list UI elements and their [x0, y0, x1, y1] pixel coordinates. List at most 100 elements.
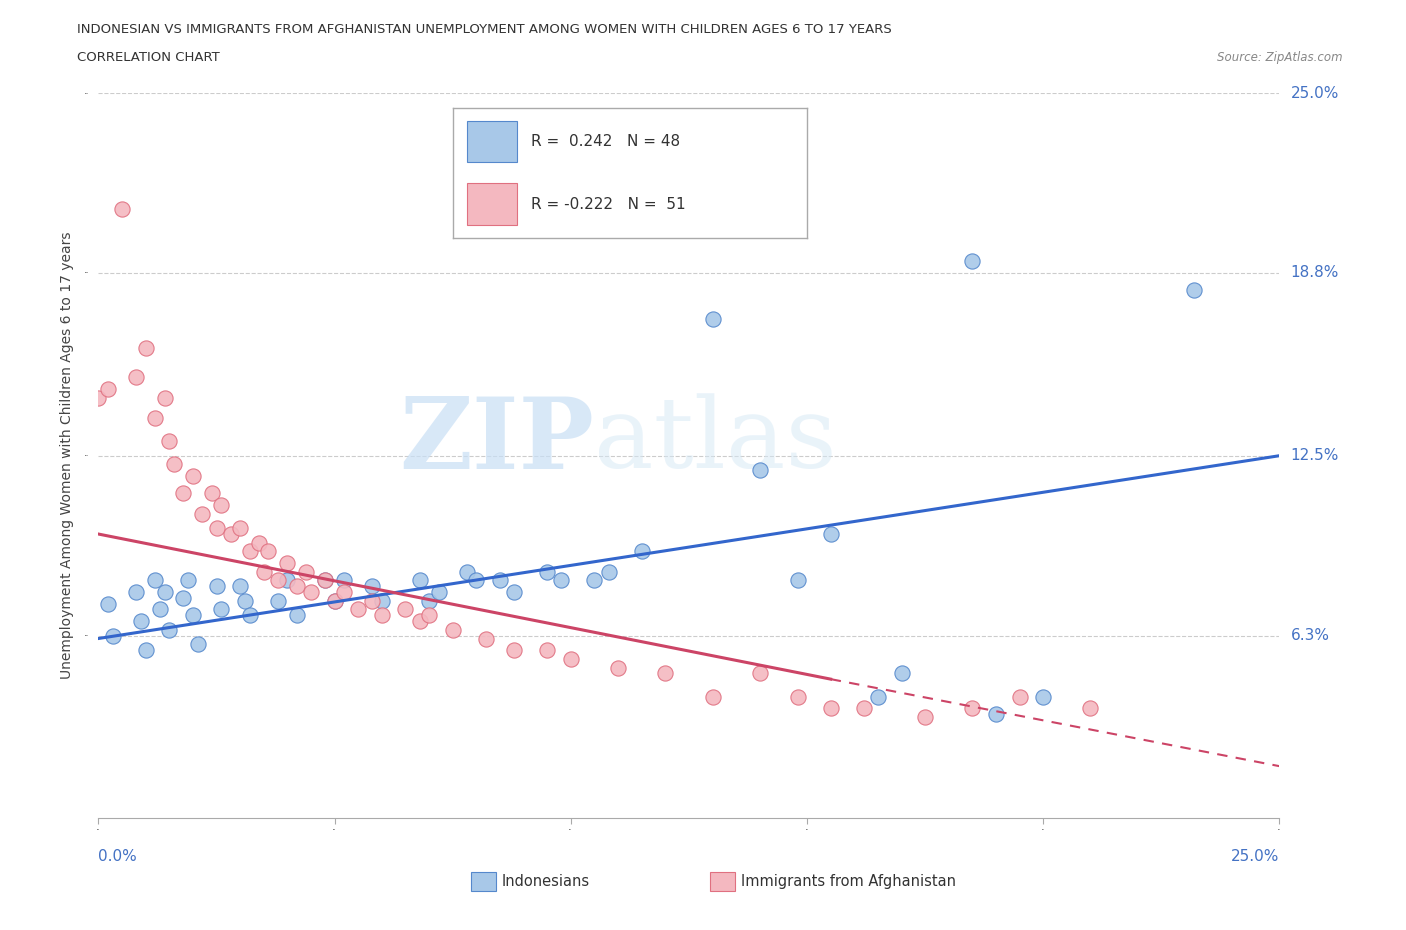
Point: [276, 573, 298, 588]
Point: [209, 602, 232, 617]
Point: [299, 585, 322, 600]
Point: [191, 506, 214, 521]
Point: [87, 391, 110, 405]
Point: [323, 593, 346, 608]
Point: [125, 370, 148, 385]
Point: [418, 608, 440, 623]
Point: [607, 660, 630, 675]
Point: [1008, 689, 1031, 704]
Point: [101, 628, 124, 643]
Point: [333, 585, 356, 600]
Point: [361, 578, 384, 593]
Point: [702, 689, 724, 704]
Point: [97, 596, 120, 611]
Point: [820, 700, 842, 715]
Point: [135, 643, 157, 658]
Point: [347, 602, 370, 617]
Point: [135, 341, 157, 356]
Point: [962, 254, 984, 269]
Point: [786, 689, 808, 704]
Point: [465, 573, 488, 588]
Point: [852, 700, 875, 715]
Point: [229, 521, 252, 536]
Text: Source: ZipAtlas.com: Source: ZipAtlas.com: [1218, 51, 1343, 64]
Point: [503, 643, 526, 658]
Text: 12.5%: 12.5%: [1291, 448, 1339, 463]
Point: [209, 498, 232, 512]
Point: [201, 486, 224, 501]
Point: [962, 700, 984, 715]
Point: [149, 602, 172, 617]
Point: [267, 593, 290, 608]
Point: [408, 573, 430, 588]
Text: Indonesians: Indonesians: [502, 874, 591, 889]
Point: [475, 631, 498, 646]
Point: [550, 573, 572, 588]
Point: [239, 608, 262, 623]
Point: [314, 573, 336, 588]
Point: [187, 637, 209, 652]
Point: [257, 544, 280, 559]
Point: [181, 469, 204, 484]
Point: [219, 526, 242, 541]
Text: 25.0%: 25.0%: [1232, 849, 1279, 864]
Point: [181, 608, 204, 623]
Point: [157, 622, 180, 637]
Point: [418, 593, 440, 608]
Point: [276, 555, 298, 570]
Point: [914, 710, 936, 724]
Point: [890, 666, 912, 681]
Point: [748, 666, 770, 681]
Point: [205, 578, 228, 593]
Point: [233, 593, 256, 608]
Point: [247, 536, 270, 551]
Point: [153, 391, 176, 405]
Point: [229, 578, 252, 593]
Point: [456, 565, 478, 579]
Text: ZIP: ZIP: [399, 392, 595, 490]
Point: [172, 591, 194, 605]
Point: [253, 565, 276, 579]
Point: [427, 585, 450, 600]
Point: [205, 521, 228, 536]
Point: [125, 585, 148, 600]
Point: [295, 565, 318, 579]
Text: INDONESIAN VS IMMIGRANTS FROM AFGHANISTAN UNEMPLOYMENT AMONG WOMEN WITH CHILDREN: INDONESIAN VS IMMIGRANTS FROM AFGHANISTA…: [77, 23, 891, 36]
Point: [598, 565, 620, 579]
Text: 0.0%: 0.0%: [98, 849, 138, 864]
Point: [143, 573, 166, 588]
Point: [153, 585, 176, 600]
Text: 6.3%: 6.3%: [1291, 628, 1330, 644]
Text: 18.8%: 18.8%: [1291, 265, 1339, 281]
Point: [371, 608, 394, 623]
Point: [536, 643, 558, 658]
Point: [560, 651, 582, 666]
Point: [239, 544, 262, 559]
Point: [408, 614, 430, 629]
Point: [1032, 689, 1054, 704]
Point: [702, 312, 724, 326]
Point: [371, 593, 394, 608]
Point: [630, 544, 652, 559]
Point: [143, 410, 166, 425]
Point: [394, 602, 416, 617]
Point: [583, 573, 606, 588]
Point: [172, 486, 194, 501]
Point: [111, 202, 134, 217]
Point: [866, 689, 889, 704]
Text: 25.0%: 25.0%: [1291, 86, 1339, 100]
Point: [285, 578, 308, 593]
Point: [323, 593, 346, 608]
Point: [984, 707, 1007, 722]
Point: [748, 463, 770, 478]
Point: [1184, 283, 1206, 298]
Point: [1080, 700, 1102, 715]
Point: [285, 608, 308, 623]
Point: [820, 526, 842, 541]
Point: [333, 573, 356, 588]
Point: [129, 614, 152, 629]
Point: [177, 573, 200, 588]
Point: [536, 565, 558, 579]
Text: atlas: atlas: [595, 393, 837, 489]
Point: [97, 381, 120, 396]
